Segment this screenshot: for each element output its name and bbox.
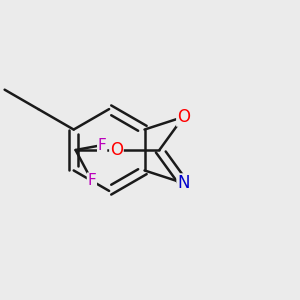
Text: O: O xyxy=(177,108,190,126)
Text: F: F xyxy=(88,173,96,188)
Text: N: N xyxy=(177,174,190,192)
Text: F: F xyxy=(98,138,106,153)
Text: O: O xyxy=(110,141,123,159)
